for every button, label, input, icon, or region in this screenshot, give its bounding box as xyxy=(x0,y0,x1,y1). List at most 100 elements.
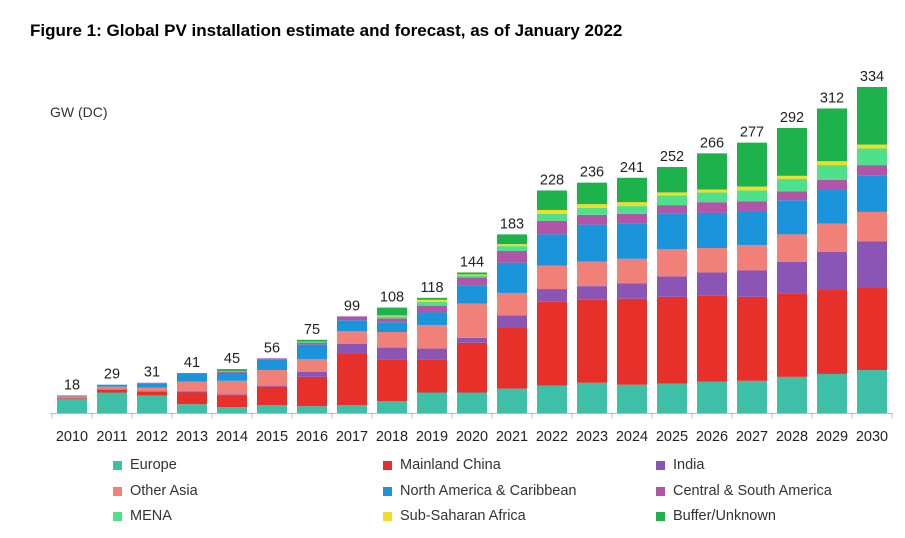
bar-segment-central-south-america-2030 xyxy=(857,165,887,176)
x-tick-label-2027: 2027 xyxy=(736,429,768,445)
bar-segment-mena-2022 xyxy=(537,213,567,221)
bar-segment-buffer-unknown-2029 xyxy=(817,108,847,162)
bar-segment-sub-saharan-africa-2021 xyxy=(497,244,527,247)
bar-segment-north-america-caribbean-2012 xyxy=(137,383,167,388)
bar-segment-mainland-china-2027 xyxy=(737,296,767,381)
bar-segment-buffer-unknown-2018 xyxy=(377,307,407,316)
bar-segment-europe-2018 xyxy=(377,401,407,413)
bar-segment-north-america-caribbean-2021 xyxy=(497,262,527,293)
x-tick-label-2024: 2024 xyxy=(616,429,648,445)
bar-segment-central-south-america-2028 xyxy=(777,191,807,201)
bar-segment-north-america-caribbean-2015 xyxy=(257,359,287,371)
bar-segment-buffer-unknown-2023 xyxy=(577,182,607,205)
bar-segment-north-america-caribbean-2011 xyxy=(97,384,127,387)
total-label-2018: 108 xyxy=(380,290,404,306)
x-tick-label-2015: 2015 xyxy=(256,429,288,445)
bar-segment-india-2030 xyxy=(857,241,887,288)
bar-segment-central-south-america-2025 xyxy=(657,205,687,214)
total-label-2026: 266 xyxy=(700,135,724,151)
x-tick-label-2017: 2017 xyxy=(336,429,368,445)
total-label-2028: 292 xyxy=(780,110,804,126)
bar-segment-north-america-caribbean-2022 xyxy=(537,234,567,266)
bar-segment-mainland-china-2030 xyxy=(857,287,887,371)
bar-segment-europe-2013 xyxy=(177,404,207,413)
total-label-2023: 236 xyxy=(580,165,604,181)
bar-segment-north-america-caribbean-2025 xyxy=(657,213,687,250)
bar-segment-other-asia-2016 xyxy=(297,359,327,373)
bar-segment-europe-2024 xyxy=(617,384,647,413)
bar-segment-other-asia-2025 xyxy=(657,249,687,277)
legend-swatch xyxy=(656,460,665,470)
x-tick-label-2012: 2012 xyxy=(136,429,168,445)
bar-segment-central-south-america-2026 xyxy=(697,202,727,213)
bar-segment-central-south-america-2024 xyxy=(617,213,647,224)
bar-segment-north-america-caribbean-2024 xyxy=(617,223,647,259)
bar-segment-europe-2020 xyxy=(457,392,487,413)
bar-segment-buffer-unknown-2024 xyxy=(617,177,647,203)
bar-segment-other-asia-2010 xyxy=(57,396,87,399)
legend-swatch xyxy=(383,460,392,470)
bar-segment-sub-saharan-africa-2026 xyxy=(697,189,727,193)
bar-segment-other-asia-2011 xyxy=(97,386,127,390)
legend-item-mena: MENA xyxy=(113,508,172,524)
bar-segment-india-2014 xyxy=(217,394,247,396)
bar-segment-other-asia-2026 xyxy=(697,248,727,273)
total-label-2024: 241 xyxy=(620,160,644,176)
x-tick-label-2013: 2013 xyxy=(176,429,208,445)
bar-segment-europe-2010 xyxy=(57,399,87,413)
bar-segment-india-2022 xyxy=(537,289,567,302)
bar-segment-buffer-unknown-2026 xyxy=(697,153,727,190)
total-label-2021: 183 xyxy=(500,216,524,232)
bar-segment-india-2018 xyxy=(377,347,407,360)
x-tick-label-2023: 2023 xyxy=(576,429,608,445)
bar-segment-sub-saharan-africa-2018 xyxy=(377,315,407,317)
bar-segment-europe-2011 xyxy=(97,392,127,413)
bar-segment-europe-2012 xyxy=(137,395,167,413)
legend-label: Other Asia xyxy=(130,483,198,499)
bar-segment-europe-2023 xyxy=(577,382,607,413)
legend-swatch xyxy=(656,486,665,496)
x-tick-label-2025: 2025 xyxy=(656,429,688,445)
bar-segment-mainland-china-2020 xyxy=(457,342,487,393)
bar-segment-mainland-china-2017 xyxy=(337,353,367,406)
bar-segment-buffer-unknown-2027 xyxy=(737,142,767,187)
bar-segment-mena-2019 xyxy=(417,301,447,306)
legend-item-north-america-caribbean: North America & Caribbean xyxy=(383,483,577,499)
y-axis-label: GW (DC) xyxy=(50,104,108,120)
bar-segment-mainland-china-2026 xyxy=(697,295,727,382)
bar-segment-europe-2021 xyxy=(497,388,527,413)
legend-swatch xyxy=(656,511,665,521)
bar-segment-mainland-china-2028 xyxy=(777,293,807,377)
x-tick-label-2020: 2020 xyxy=(456,429,488,445)
bar-segment-mainland-china-2013 xyxy=(177,392,207,405)
bar-segment-india-2023 xyxy=(577,286,607,300)
bar-segment-india-2029 xyxy=(817,251,847,291)
bar-segment-buffer-unknown-2028 xyxy=(777,127,807,176)
legend-label: MENA xyxy=(130,508,172,524)
bar-segment-europe-2019 xyxy=(417,392,447,413)
x-tick-label-2021: 2021 xyxy=(496,429,528,445)
total-label-2020: 144 xyxy=(460,254,484,270)
total-label-2015: 56 xyxy=(264,340,280,356)
bar-segment-india-2015 xyxy=(257,385,287,387)
bar-segment-mainland-china-2021 xyxy=(497,327,527,389)
bar-segment-mainland-china-2011 xyxy=(97,389,127,393)
x-tick-label-2010: 2010 xyxy=(56,429,88,445)
total-label-2011: 29 xyxy=(104,367,120,383)
bar-segment-europe-2030 xyxy=(857,370,887,413)
bar-segment-mainland-china-2019 xyxy=(417,359,447,393)
bar-segment-mena-2021 xyxy=(497,246,527,251)
legend-item-other-asia: Other Asia xyxy=(113,483,198,499)
bar-segment-north-america-caribbean-2028 xyxy=(777,200,807,235)
bar-segment-other-asia-2029 xyxy=(817,223,847,252)
bar-segment-mainland-china-2025 xyxy=(657,296,687,384)
bar-segment-india-2017 xyxy=(337,343,367,354)
bar-segment-india-2026 xyxy=(697,272,727,296)
bar-segment-india-2013 xyxy=(177,391,207,393)
x-tick-label-2026: 2026 xyxy=(696,429,728,445)
chart-title: Figure 1: Global PV installation estimat… xyxy=(30,21,623,40)
bar-segment-north-america-caribbean-2017 xyxy=(337,320,367,332)
bar-segment-other-asia-2030 xyxy=(857,211,887,242)
legend-label: Buffer/Unknown xyxy=(673,508,776,524)
bar-segment-central-south-america-2018 xyxy=(377,318,407,323)
